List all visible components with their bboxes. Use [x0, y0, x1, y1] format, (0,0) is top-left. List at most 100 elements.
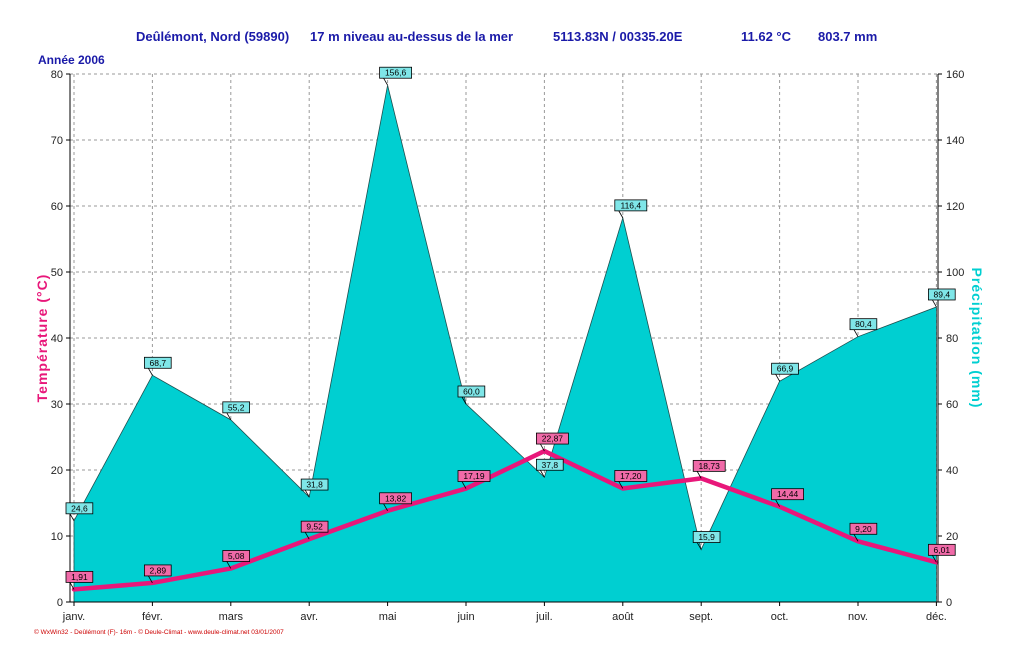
precip-label-leader: [304, 489, 310, 498]
data-labels: 24,6 68,7 55,2 31,8 156,6 60,0 37,8 116,4 15,9 66…: [65, 66, 956, 590]
precip-label-leader: [853, 329, 859, 337]
temp-label-box: [536, 432, 569, 445]
mean-temperature: 11.62 °C: [741, 29, 792, 44]
x-tick-label: juil.: [535, 611, 553, 623]
x-tick-label: nov.: [848, 611, 868, 623]
temp-label: 9,20: [855, 524, 872, 534]
precip-label: 60,0: [463, 387, 480, 397]
x-tick-label: janv.: [62, 611, 85, 623]
precip-label-leader: [148, 368, 153, 376]
temp-label-leader: [696, 471, 702, 479]
temp-label-box: [771, 488, 804, 501]
temp-label-leader: [226, 561, 232, 569]
precip-label-leader: [69, 513, 75, 522]
temp-label: 13,82: [385, 493, 407, 503]
precip-label-box: [143, 356, 172, 369]
temp-label-leader: [932, 555, 937, 563]
x-tick-label: mai: [379, 611, 397, 623]
precip-label-box: [771, 362, 799, 375]
footer-credit: © WxWin32 - Deûlémont (F)- 16m - © Deule…: [34, 628, 284, 636]
precip-label: 31,8: [306, 480, 323, 490]
precip-label: 89,4: [934, 289, 951, 299]
precip-label-leader: [540, 470, 545, 478]
temp-label: 22,87: [542, 434, 564, 444]
precip-label-box: [928, 288, 956, 301]
precip-label-leader: [775, 374, 780, 382]
precip-label: 24,6: [71, 503, 88, 513]
precip-label-box: [300, 478, 329, 491]
temp-label-box: [65, 570, 94, 583]
y-right-tick-label: 40: [946, 465, 958, 477]
temperature-line: [71, 448, 939, 592]
temp-label-box: [928, 543, 956, 556]
precip-label-box: [457, 385, 486, 398]
precip-label: 66,9: [777, 364, 794, 374]
temp-label-leader: [853, 534, 859, 542]
y-left-tick-label: 0: [57, 597, 63, 609]
temperature-layer: [71, 448, 939, 592]
precip-label: 68,7: [150, 358, 167, 368]
y-right-tick-label: 100: [946, 267, 964, 279]
temp-label-leader: [540, 443, 545, 452]
y-left-tick-label: 50: [51, 267, 63, 279]
y-right-tick-label: 20: [946, 531, 958, 543]
y-right-tick-label: 0: [946, 597, 952, 609]
y-right-tick-label: 140: [946, 135, 964, 147]
total-precipitation: 803.7 mm: [818, 29, 877, 44]
precip-label-box: [222, 401, 251, 414]
x-tick-label: juin: [456, 611, 474, 623]
precip-label-box: [614, 199, 648, 212]
y-left-tick-label: 80: [51, 69, 63, 81]
x-tick-label: févr.: [142, 611, 163, 623]
precip-label-box: [849, 318, 878, 331]
temp-label-box: [300, 520, 329, 533]
y-left-tick-label: 30: [51, 399, 63, 411]
precip-label-leader: [383, 78, 388, 86]
temp-label: 18,73: [699, 461, 721, 471]
x-tick-label: déc.: [926, 611, 947, 623]
altitude-text: 17 m niveau au-dessus de la mer: [310, 29, 513, 44]
y-axis-left-label: Température (°C): [34, 274, 50, 403]
temp-label-leader: [69, 582, 75, 590]
precip-label-box: [536, 458, 564, 471]
precip-label: 80,4: [855, 319, 872, 329]
precip-label: 37,8: [542, 460, 559, 470]
temp-label-box: [222, 550, 251, 562]
station-name: Deûlémont, Nord (59890): [136, 29, 289, 44]
temp-label: 6,01: [934, 545, 951, 555]
precip-label: 15,9: [698, 532, 715, 542]
year-label: Année 2006: [38, 53, 105, 67]
precip-label-leader: [618, 210, 624, 219]
temp-label: 17,19: [463, 471, 485, 481]
x-tick-label: août: [612, 611, 633, 623]
coordinates-text: 5113.83N / 00335.20E: [553, 29, 683, 44]
temp-label-leader: [461, 481, 467, 489]
temp-label-leader: [383, 503, 388, 511]
temp-label-box: [614, 470, 648, 482]
y-axis-right-label: Précipitation (mm): [969, 268, 985, 409]
y-right-tick-label: 160: [946, 69, 964, 81]
temp-label: 17,20: [620, 471, 642, 481]
y-right-tick-label: 60: [946, 399, 958, 411]
y-left-tick-label: 40: [51, 333, 63, 345]
precip-label-leader: [696, 542, 702, 550]
temp-label-box: [379, 492, 413, 505]
temp-label-leader: [148, 575, 153, 584]
precip-label-leader: [226, 412, 232, 421]
temp-label-box: [457, 470, 491, 482]
temp-label: 14,44: [777, 489, 799, 499]
precip-label-box: [65, 502, 94, 515]
temp-label: 1,91: [71, 572, 88, 582]
y-left-tick-label: 20: [51, 465, 63, 477]
precip-label-leader: [461, 396, 467, 405]
y-right-tick-label: 80: [946, 333, 958, 345]
precip-label: 156,6: [385, 68, 407, 78]
y-left-tick-label: 70: [51, 135, 63, 147]
temp-label-box: [692, 459, 726, 472]
precip-label-leader: [932, 299, 937, 308]
x-tick-label: sept.: [689, 611, 713, 623]
temp-label: 9,52: [306, 522, 323, 532]
x-tick-label: avr.: [300, 611, 318, 623]
temp-label: 2,89: [150, 565, 167, 575]
